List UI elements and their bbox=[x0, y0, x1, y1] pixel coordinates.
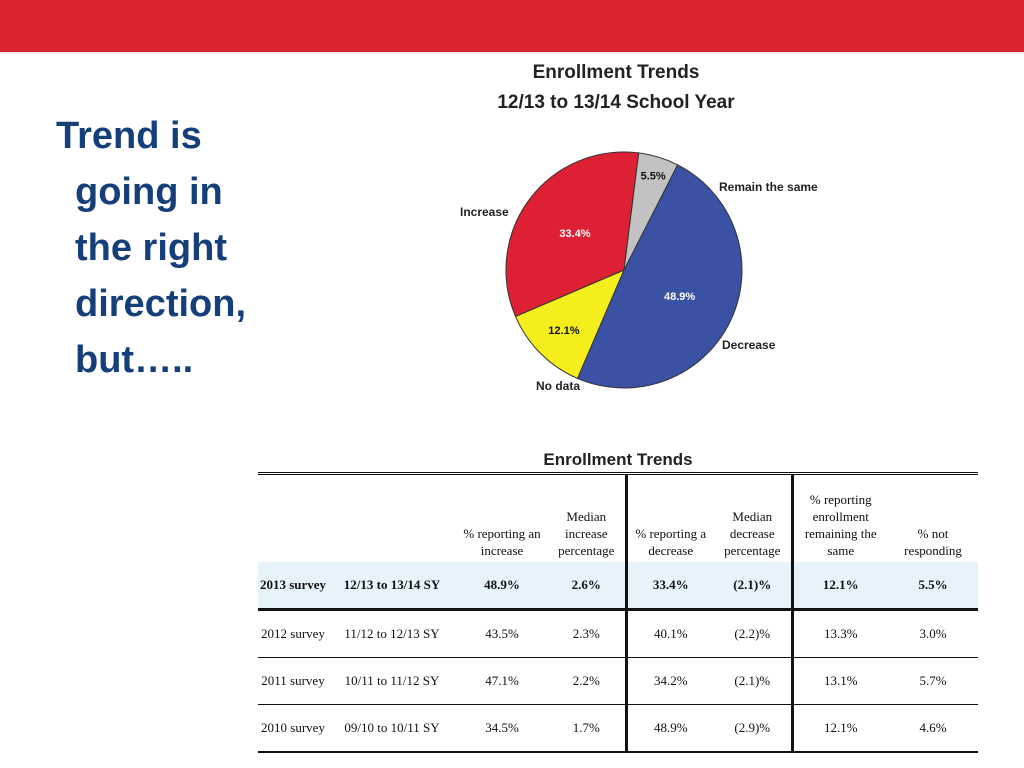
pie-chart-title: Enrollment Trends bbox=[532, 62, 700, 83]
table-row: 2010 survey 09/10 to 10/11 SY 34.5% 1.7%… bbox=[258, 704, 978, 752]
top-accent-bar bbox=[0, 0, 1024, 54]
pie-category-label: Remain the same bbox=[719, 180, 818, 194]
table-cell: 12.1% bbox=[790, 562, 888, 610]
column-header: Median increase percentage bbox=[558, 509, 615, 558]
column-header bbox=[328, 475, 456, 562]
table-cell: 34.2% bbox=[624, 657, 714, 705]
table-cell: (2.1)% bbox=[734, 673, 771, 688]
pie-data-label: 48.9% bbox=[664, 291, 695, 303]
pie-slice-remain-the-same bbox=[514, 269, 625, 380]
pie-chart-subtitle: 12/13 to 13/14 School Year bbox=[497, 92, 735, 113]
table-cell: (2.2)% bbox=[734, 626, 771, 641]
table-row: 2013 survey 12/13 to 13/14 SY 48.9% 2.6%… bbox=[258, 562, 978, 610]
pie-category-label: Increase bbox=[460, 205, 509, 219]
bullet-line: Trend is bbox=[56, 115, 202, 157]
pie-chart-title-block: Enrollment Trends 12/13 to 13/14 School … bbox=[430, 58, 802, 118]
enrollment-table: % reporting an increase Median increase … bbox=[258, 475, 978, 753]
table-cell: 3.0% bbox=[919, 626, 947, 641]
table-cell: 11/12 to 12/13 SY bbox=[344, 626, 440, 641]
table-cell: (2.9)% bbox=[734, 720, 771, 735]
table-header-row: % reporting an increase Median increase … bbox=[258, 475, 978, 562]
table-cell: 2.6% bbox=[571, 577, 601, 592]
table-cell: 13.1% bbox=[790, 657, 888, 705]
table-cell: 47.1% bbox=[485, 673, 519, 688]
table-cell: 33.4% bbox=[624, 562, 714, 610]
table-cell: 34.5% bbox=[485, 720, 519, 735]
table-row: 2011 survey 10/11 to 11/12 SY 47.1% 2.2%… bbox=[258, 657, 978, 705]
table-cell: 43.5% bbox=[485, 626, 519, 641]
bullet-line: but….. bbox=[75, 339, 194, 381]
pie-chart: 48.9% 12.1% 33.4% 5.5% Increase Remain the sa… bbox=[460, 151, 818, 393]
column-header: Median decrease percentage bbox=[724, 509, 781, 558]
pie-data-label: 33.4% bbox=[559, 228, 590, 240]
table-cell: 10/11 to 11/12 SY bbox=[344, 673, 440, 688]
table-cell: 13.3% bbox=[790, 609, 888, 658]
enrollment-table-container: % reporting an increase Median increase … bbox=[258, 472, 978, 753]
table-cell: 2.3% bbox=[572, 626, 600, 641]
table-cell: 5.5% bbox=[918, 577, 948, 592]
table-cell: 12.1% bbox=[790, 704, 888, 752]
column-header: % reporting enrollment remaining the sam… bbox=[790, 475, 888, 562]
pie-data-label: 5.5% bbox=[641, 170, 666, 182]
column-header: % reporting a decrease bbox=[624, 475, 714, 562]
column-header: % not responding bbox=[904, 526, 962, 558]
table-cell: 5.7% bbox=[919, 673, 947, 688]
table-cell: 40.1% bbox=[624, 609, 714, 658]
pie-slice-decrease bbox=[505, 151, 640, 318]
column-header: % reporting an increase bbox=[463, 526, 541, 558]
column-header bbox=[258, 475, 328, 562]
table-row: 2012 survey 11/12 to 12/13 SY 43.5% 2.3%… bbox=[258, 609, 978, 658]
bullet-line: going in bbox=[75, 171, 223, 213]
table-cell: 2.2% bbox=[572, 673, 600, 688]
pie-data-label: 12.1% bbox=[548, 325, 579, 337]
slide-bullet-text: Trend is going in the right direction, b… bbox=[56, 108, 356, 388]
table-title: Enrollment Trends bbox=[543, 450, 693, 469]
pie-category-label: Decrease bbox=[722, 338, 776, 352]
table-cell: (2.1)% bbox=[733, 577, 772, 592]
table-cell: 2010 survey bbox=[261, 720, 325, 735]
table-cell: 4.6% bbox=[919, 720, 947, 735]
pie-slice-no-data bbox=[623, 152, 679, 271]
pie-category-label: No data bbox=[536, 379, 580, 393]
table-cell: 09/10 to 10/11 SY bbox=[344, 720, 440, 735]
table-cell: 2012 survey bbox=[261, 626, 325, 641]
bullet-line: direction, bbox=[75, 283, 247, 325]
table-cell: 48.9% bbox=[624, 704, 714, 752]
table-cell: 2013 survey bbox=[259, 577, 327, 592]
table-cell: 2011 survey bbox=[261, 673, 325, 688]
table-cell: 48.9% bbox=[484, 577, 520, 592]
table-cell: 1.7% bbox=[572, 720, 600, 735]
table-cell: 12/13 to 13/14 SY bbox=[343, 577, 441, 592]
bullet-line: the right bbox=[75, 227, 227, 269]
pie-slice-increase bbox=[576, 164, 743, 389]
